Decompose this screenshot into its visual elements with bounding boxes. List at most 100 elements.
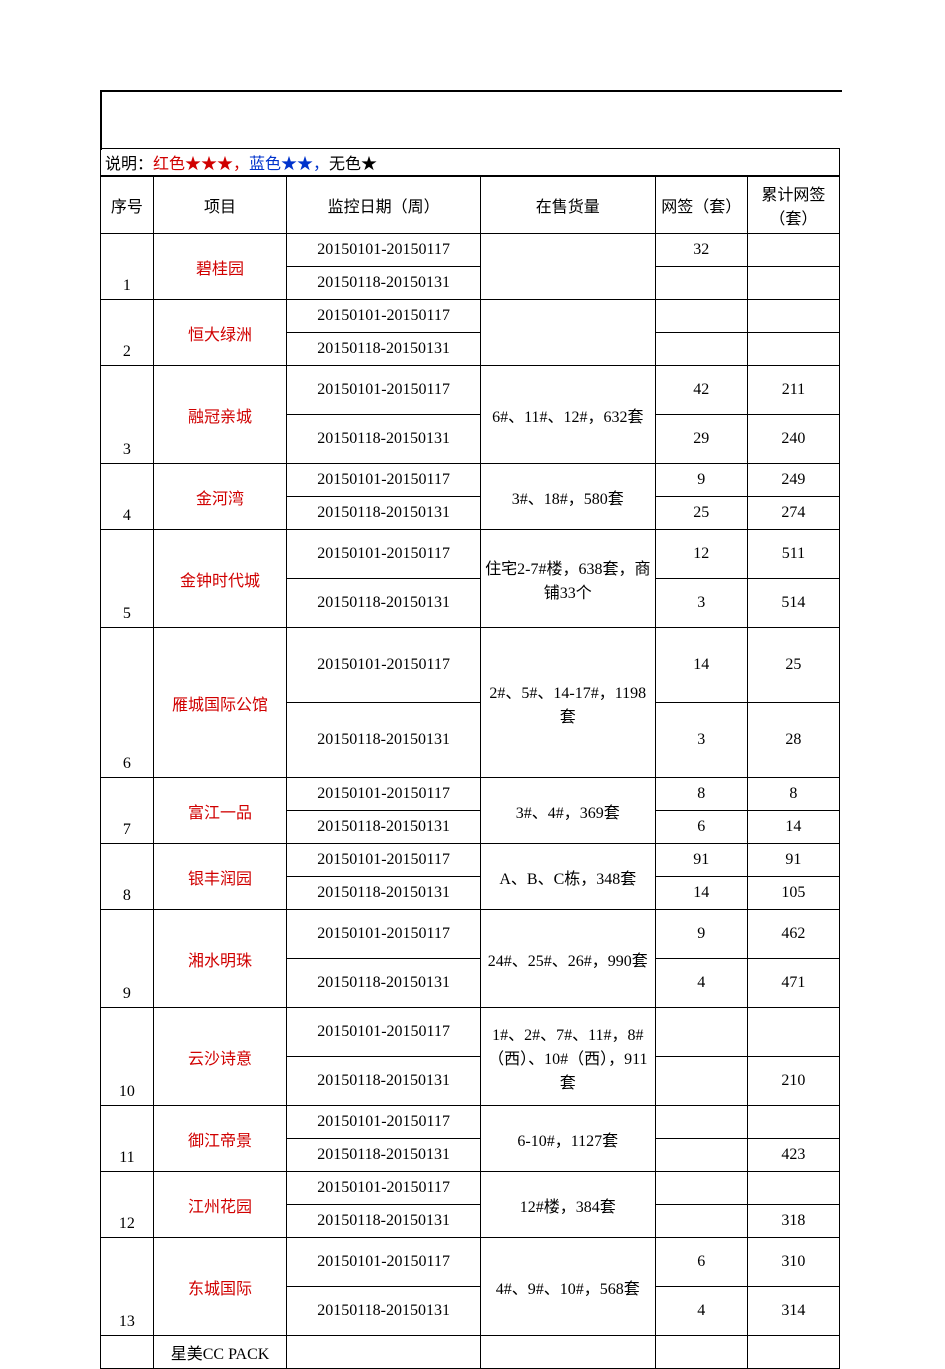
project-name-cell: 融冠亲城 bbox=[153, 366, 287, 464]
cum-cell: 310 bbox=[747, 1238, 839, 1287]
sign-cell: 9 bbox=[655, 910, 747, 959]
date-cell: 20150101-20150117 bbox=[287, 464, 481, 497]
table-row: 1碧桂园20150101-2015011732 bbox=[101, 234, 840, 267]
table-row: 9湘水明珠20150101-2015011724#、25#、26#，990套94… bbox=[101, 910, 840, 959]
seq-cell: 12 bbox=[101, 1172, 154, 1238]
stock-cell: 3#、18#，580套 bbox=[480, 464, 655, 530]
sign-cell: 12 bbox=[655, 530, 747, 579]
table-row: 11御江帝景20150101-201501176-10#，1127套 bbox=[101, 1106, 840, 1139]
cum-cell: 274 bbox=[747, 497, 839, 530]
seq-cell: 11 bbox=[101, 1106, 154, 1172]
date-cell: 20150118-20150131 bbox=[287, 579, 481, 628]
legend-row: 说明： 红色★★★， 蓝色★★， 无色★ bbox=[100, 148, 840, 176]
date-cell: 20150101-20150117 bbox=[287, 844, 481, 877]
date-cell: 20150118-20150131 bbox=[287, 497, 481, 530]
cum-cell: 471 bbox=[747, 959, 839, 1008]
seq-cell: 8 bbox=[101, 844, 154, 910]
stock-cell: 1#、2#、7#、11#，8#（西）、10#（西），911套 bbox=[480, 1008, 655, 1106]
stock-cell: 6#、11#、12#，632套 bbox=[480, 366, 655, 464]
project-name-cell: 富江一品 bbox=[153, 778, 287, 844]
sign-cell: 25 bbox=[655, 497, 747, 530]
project-name-cell: 雁城国际公馆 bbox=[153, 628, 287, 778]
cum-cell bbox=[747, 333, 839, 366]
project-name-cell: 云沙诗意 bbox=[153, 1008, 287, 1106]
stock-cell bbox=[480, 234, 655, 300]
date-cell: 20150101-20150117 bbox=[287, 234, 481, 267]
table-row: 3融冠亲城20150101-201501176#、11#、12#，632套422… bbox=[101, 366, 840, 415]
data-table: 序号 项目 监控日期（周） 在售货量 网签（套） 累计网签（套） 1碧桂园201… bbox=[100, 176, 840, 1369]
seq-cell: 7 bbox=[101, 778, 154, 844]
sign-cell bbox=[655, 1008, 747, 1057]
seq-cell: 5 bbox=[101, 530, 154, 628]
table-row: 星美CC PACK bbox=[101, 1336, 840, 1369]
sign-cell bbox=[655, 1057, 747, 1106]
sign-cell bbox=[655, 1172, 747, 1205]
project-name-cell: 东城国际 bbox=[153, 1238, 287, 1336]
cum-cell bbox=[747, 1172, 839, 1205]
cum-cell: 314 bbox=[747, 1287, 839, 1336]
project-name-cell: 星美CC PACK bbox=[153, 1336, 287, 1369]
project-name-cell: 湘水明珠 bbox=[153, 910, 287, 1008]
project-name-cell: 御江帝景 bbox=[153, 1106, 287, 1172]
sign-cell bbox=[655, 1106, 747, 1139]
cum-cell bbox=[747, 267, 839, 300]
stock-cell: 住宅2-7#楼，638套，商铺33个 bbox=[480, 530, 655, 628]
date-cell: 20150118-20150131 bbox=[287, 877, 481, 910]
date-cell: 20150101-20150117 bbox=[287, 1172, 481, 1205]
cum-cell: 511 bbox=[747, 530, 839, 579]
date-cell bbox=[287, 1336, 481, 1369]
stock-cell bbox=[480, 300, 655, 366]
table-row: 5金钟时代城20150101-20150117住宅2-7#楼，638套，商铺33… bbox=[101, 530, 840, 579]
sign-cell bbox=[655, 300, 747, 333]
header-project: 项目 bbox=[153, 177, 287, 234]
stock-cell: 3#、4#，369套 bbox=[480, 778, 655, 844]
seq-cell: 10 bbox=[101, 1008, 154, 1106]
sign-cell: 29 bbox=[655, 415, 747, 464]
sign-cell: 14 bbox=[655, 628, 747, 703]
seq-cell: 3 bbox=[101, 366, 154, 464]
stock-cell: 12#楼，384套 bbox=[480, 1172, 655, 1238]
header-seq: 序号 bbox=[101, 177, 154, 234]
cum-cell: 249 bbox=[747, 464, 839, 497]
sign-cell bbox=[655, 1336, 747, 1369]
sign-cell bbox=[655, 333, 747, 366]
date-cell: 20150118-20150131 bbox=[287, 1205, 481, 1238]
date-cell: 20150118-20150131 bbox=[287, 267, 481, 300]
project-name-cell: 银丰润园 bbox=[153, 844, 287, 910]
legend-plain-text: 无色★ bbox=[329, 150, 377, 174]
date-cell: 20150101-20150117 bbox=[287, 530, 481, 579]
header-date: 监控日期（周） bbox=[287, 177, 481, 234]
cum-cell: 240 bbox=[747, 415, 839, 464]
seq-cell: 1 bbox=[101, 234, 154, 300]
cum-cell: 211 bbox=[747, 366, 839, 415]
table-row: 4金河湾20150101-201501173#、18#，580套9249 bbox=[101, 464, 840, 497]
project-name-cell: 江州花园 bbox=[153, 1172, 287, 1238]
cum-cell: 28 bbox=[747, 703, 839, 778]
stock-cell: 6-10#，1127套 bbox=[480, 1106, 655, 1172]
cum-cell: 14 bbox=[747, 811, 839, 844]
cum-cell: 25 bbox=[747, 628, 839, 703]
cum-cell bbox=[747, 300, 839, 333]
header-cum: 累计网签（套） bbox=[747, 177, 839, 234]
cum-cell bbox=[747, 234, 839, 267]
date-cell: 20150118-20150131 bbox=[287, 703, 481, 778]
seq-cell: 4 bbox=[101, 464, 154, 530]
sign-cell: 3 bbox=[655, 579, 747, 628]
date-cell: 20150101-20150117 bbox=[287, 778, 481, 811]
sign-cell: 6 bbox=[655, 811, 747, 844]
header-sign: 网签（套） bbox=[655, 177, 747, 234]
cum-cell bbox=[747, 1336, 839, 1369]
date-cell: 20150118-20150131 bbox=[287, 415, 481, 464]
sign-cell: 32 bbox=[655, 234, 747, 267]
stock-cell: 2#、5#、14-17#，1198套 bbox=[480, 628, 655, 778]
sign-cell: 91 bbox=[655, 844, 747, 877]
cum-cell: 423 bbox=[747, 1139, 839, 1172]
stock-cell: A、B、C栋，348套 bbox=[480, 844, 655, 910]
table-row: 6雁城国际公馆20150101-201501172#、5#、14-17#，119… bbox=[101, 628, 840, 703]
project-name-cell: 碧桂园 bbox=[153, 234, 287, 300]
seq-cell: 13 bbox=[101, 1238, 154, 1336]
sign-cell: 3 bbox=[655, 703, 747, 778]
stock-cell: 24#、25#、26#，990套 bbox=[480, 910, 655, 1008]
table-row: 2恒大绿洲20150101-20150117 bbox=[101, 300, 840, 333]
stock-cell: 4#、9#、10#，568套 bbox=[480, 1238, 655, 1336]
